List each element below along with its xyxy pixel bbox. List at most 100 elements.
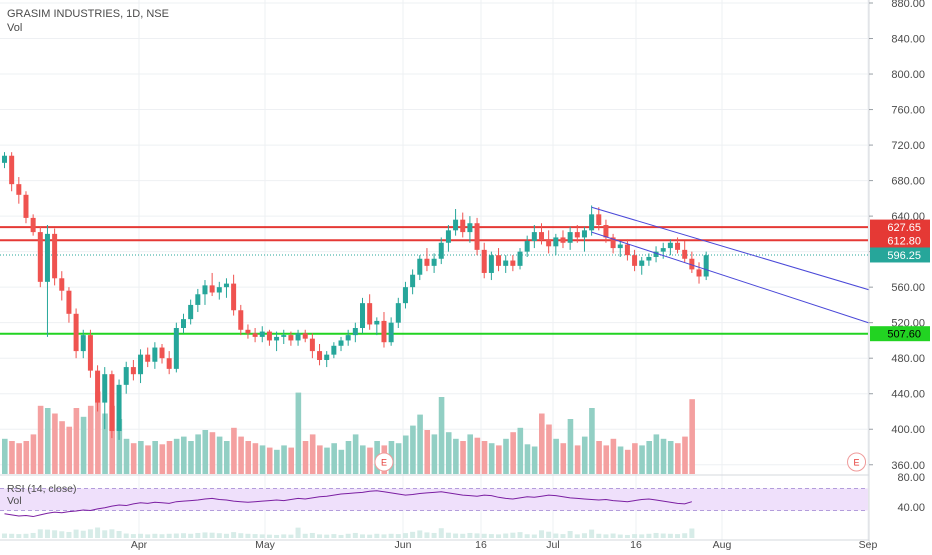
volume-bar <box>488 443 495 474</box>
candle-body <box>331 345 337 355</box>
candle-body <box>302 333 308 339</box>
rsi-pane-volume-bar <box>145 534 151 538</box>
rsi-pane-volume-bar <box>653 532 659 538</box>
candle-body <box>23 194 29 218</box>
volume-bar <box>438 397 445 474</box>
candle-body <box>374 320 380 325</box>
candle-body <box>531 232 537 241</box>
candle-body <box>352 328 358 336</box>
rsi-pane-volume-bar <box>546 531 552 538</box>
candle-body <box>410 274 416 288</box>
candle-body <box>581 230 587 238</box>
volume-bar <box>402 435 409 474</box>
candlesticks <box>2 152 709 440</box>
candle <box>152 342 158 369</box>
time-axis[interactable]: Apr May Jun 16 Jul 16 Aug Sep <box>0 539 877 551</box>
volume-bar <box>624 449 631 474</box>
price-level-badge-label: 596.25 <box>887 250 921 262</box>
time-tick-label: Apr <box>131 539 148 550</box>
candle <box>410 269 416 295</box>
earnings-marker-label: E <box>854 458 860 468</box>
volume-bar <box>345 441 352 474</box>
volume-bar <box>59 421 65 474</box>
rsi-pane-volume-bar <box>367 534 373 538</box>
candle <box>181 313 186 334</box>
price-level-badge[interactable] <box>870 232 930 248</box>
candle <box>266 329 272 346</box>
candle-body <box>202 285 208 295</box>
candle-body <box>453 219 459 231</box>
candle <box>696 262 702 284</box>
rsi-pane-volume-bar <box>202 532 208 538</box>
rsi-pane-volume-bar <box>309 532 315 538</box>
rsi-pane-volume-bar <box>510 532 516 538</box>
candle-body <box>560 237 566 243</box>
volume-bar <box>73 408 80 474</box>
candle-body <box>345 335 351 341</box>
candle <box>66 287 72 323</box>
price-axis[interactable]: 880.00840.00800.00760.00720.00680.00640.… <box>868 0 932 550</box>
rsi-pane-volume-bar <box>274 534 280 538</box>
price-level-badge[interactable] <box>870 219 930 235</box>
candle-body <box>417 258 423 275</box>
rsi-pane-volume-bar <box>295 527 301 538</box>
price-level-badge[interactable] <box>870 247 930 263</box>
candle-body <box>173 328 179 369</box>
volume-bar <box>539 413 545 474</box>
candle <box>675 237 681 254</box>
candle-body <box>223 283 229 288</box>
volume-bar <box>395 443 402 474</box>
volume-bar <box>639 445 645 474</box>
candle <box>467 216 473 243</box>
candle <box>352 322 358 343</box>
rsi-pane-volume-bar <box>474 533 480 538</box>
rsi-pane-volume-bar <box>173 533 179 538</box>
rsi-pane-volume-bar <box>209 532 215 538</box>
candle-body <box>603 225 609 238</box>
rsi-pane-volume-bar <box>481 533 487 538</box>
rsi-band <box>0 488 868 511</box>
volume-bar <box>281 445 287 474</box>
rsi-pane-volume-bar <box>424 532 430 538</box>
rsi-pane-volume-bar <box>345 533 351 538</box>
rsi-pane-volume-bar <box>603 534 609 538</box>
candle-body <box>646 256 652 261</box>
volume-bar <box>216 436 223 474</box>
rsi-pane-volume-bar <box>216 533 222 538</box>
volume-bar <box>274 449 280 474</box>
candle <box>653 246 659 263</box>
rsi-pane-volume-bar <box>646 533 652 538</box>
candle-body <box>503 260 509 266</box>
candle <box>431 253 437 273</box>
volume-indicator-label[interactable]: Vol <box>7 22 22 34</box>
earnings-marker[interactable] <box>847 452 867 472</box>
candle <box>59 271 65 301</box>
rsi-pane-volume-bar <box>259 534 265 538</box>
candle <box>445 225 451 252</box>
rsi-pane-volume-bar <box>639 534 645 538</box>
volume-bar <box>503 438 509 474</box>
volume-bar <box>603 445 610 474</box>
candle <box>52 228 58 286</box>
candle-body <box>52 233 58 279</box>
candle <box>288 331 294 346</box>
volume-bar <box>80 416 87 474</box>
price-level-badge[interactable] <box>870 326 930 342</box>
volume-bar <box>259 445 266 474</box>
earnings-marker[interactable] <box>374 452 394 472</box>
volume-bar <box>245 441 252 474</box>
price-tick-label: 760.00 <box>891 105 925 117</box>
earnings-marker-label: E <box>381 458 387 468</box>
rsi-title[interactable]: RSI (14, close) <box>7 483 76 495</box>
rsi-volume-label[interactable]: Vol <box>7 495 22 507</box>
rsi-pane-volume-bar <box>238 533 244 538</box>
volume-bar <box>16 443 22 474</box>
rsi-pane-volume-bar <box>352 532 358 538</box>
rsi-pane-volume-bar <box>138 533 144 538</box>
volume-bar <box>596 441 602 474</box>
candle <box>703 251 709 281</box>
rsi-pane-volume-bar <box>181 533 186 538</box>
candle-body <box>231 283 237 311</box>
